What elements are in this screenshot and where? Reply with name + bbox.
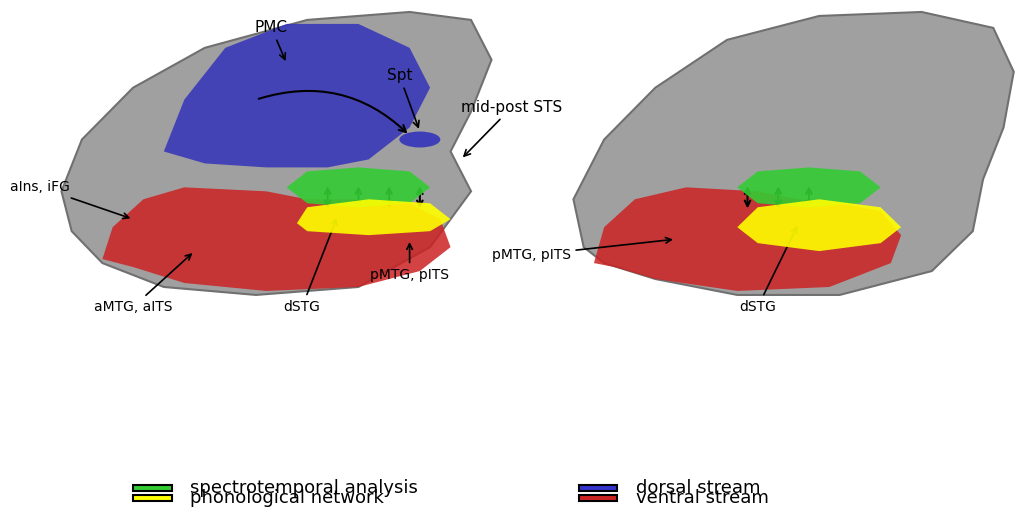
Polygon shape (164, 24, 430, 168)
Text: dSTG: dSTG (739, 227, 797, 314)
Text: aMTG, aITS: aMTG, aITS (94, 254, 191, 314)
Bar (133, 495, 172, 501)
Text: ventral stream: ventral stream (636, 489, 769, 507)
Polygon shape (297, 199, 451, 235)
Polygon shape (287, 168, 430, 207)
Polygon shape (61, 12, 492, 295)
Text: pMTG, pITS: pMTG, pITS (370, 244, 450, 282)
Polygon shape (594, 188, 901, 291)
Text: spectrotemporal analysis: spectrotemporal analysis (190, 479, 419, 497)
Polygon shape (737, 168, 881, 207)
Text: mid-post STS: mid-post STS (462, 100, 562, 156)
Bar (133, 485, 172, 492)
Polygon shape (573, 12, 1014, 295)
Text: PMC: PMC (255, 20, 288, 59)
Polygon shape (737, 199, 901, 251)
Text: Spt: Spt (387, 68, 419, 127)
Text: dSTG: dSTG (284, 220, 337, 314)
Ellipse shape (399, 131, 440, 148)
Text: dorsal stream: dorsal stream (636, 479, 761, 497)
Text: pMTG, pITS: pMTG, pITS (492, 238, 671, 262)
Text: phonological network: phonological network (190, 489, 384, 507)
Polygon shape (102, 188, 451, 291)
Bar (579, 495, 617, 501)
Text: aIns, iFG: aIns, iFG (10, 180, 129, 219)
Bar (579, 485, 617, 492)
